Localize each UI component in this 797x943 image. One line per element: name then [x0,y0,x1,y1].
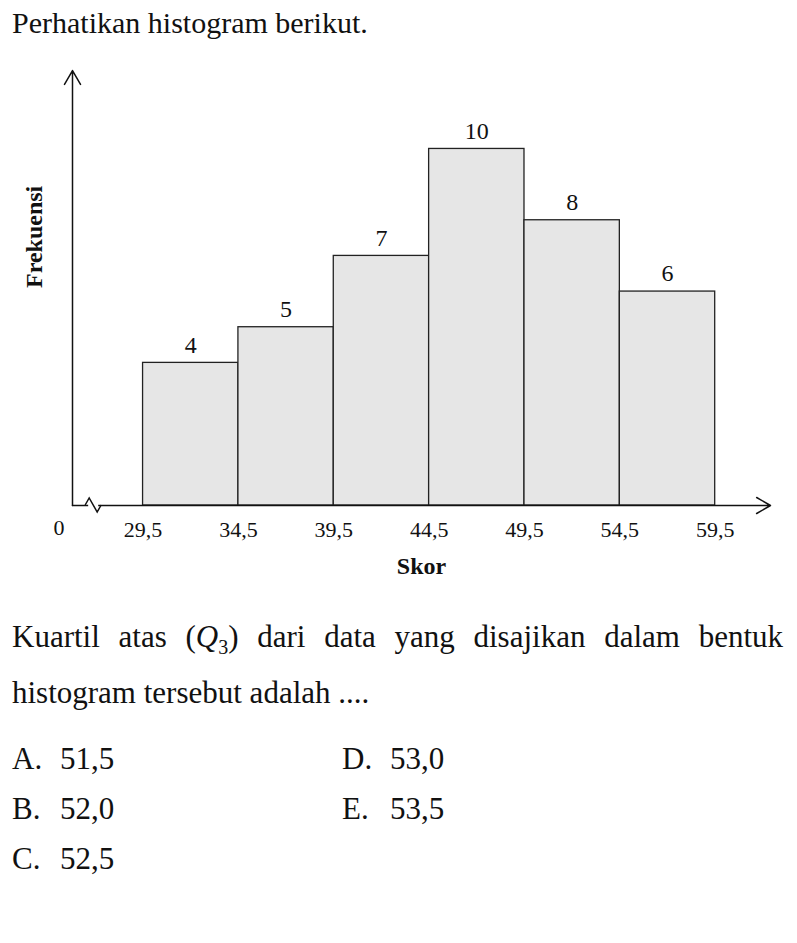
svg-text:34,5: 34,5 [219,517,258,542]
svg-text:49,5: 49,5 [505,517,544,542]
svg-text:Skor: Skor [397,553,447,579]
svg-text:44,5: 44,5 [410,517,449,542]
html-text:Perhatikan histogram berikut.: Perhatikan histogram berikut. [12,6,368,39]
html-text:D.: D. [342,741,373,777]
svg-text:4: 4 [185,332,197,358]
html-text:51,5: 51,5 [60,741,115,777]
svg-text:6: 6 [662,260,674,286]
svg-text:39,5: 39,5 [315,517,354,542]
html-text:52,5: 52,5 [60,841,115,877]
html-text:A.: A. [12,741,43,777]
html-text:C.: C. [12,841,41,877]
html-text:E.: E. [342,791,369,827]
svg-text:8: 8 [566,189,578,215]
html-text:53,5: 53,5 [390,791,445,827]
svg-text:54,5: 54,5 [601,517,640,542]
svg-text:5: 5 [280,296,292,322]
svg-text:10: 10 [465,118,489,144]
html-text:Kuartil atas (Q3) dari data ya: Kuartil atas (Q3) dari data yang disajik… [12,619,783,711]
html-text:B.: B. [12,791,41,827]
html-text:52,0: 52,0 [60,791,115,827]
svg-text:29,5: 29,5 [124,517,163,542]
svg-text:59,5: 59,5 [696,517,735,542]
svg-text:0: 0 [54,515,65,540]
svg-text:Frekuensi: Frekuensi [21,185,47,288]
html-text:53,0: 53,0 [390,741,445,777]
svg-text:7: 7 [375,225,387,251]
